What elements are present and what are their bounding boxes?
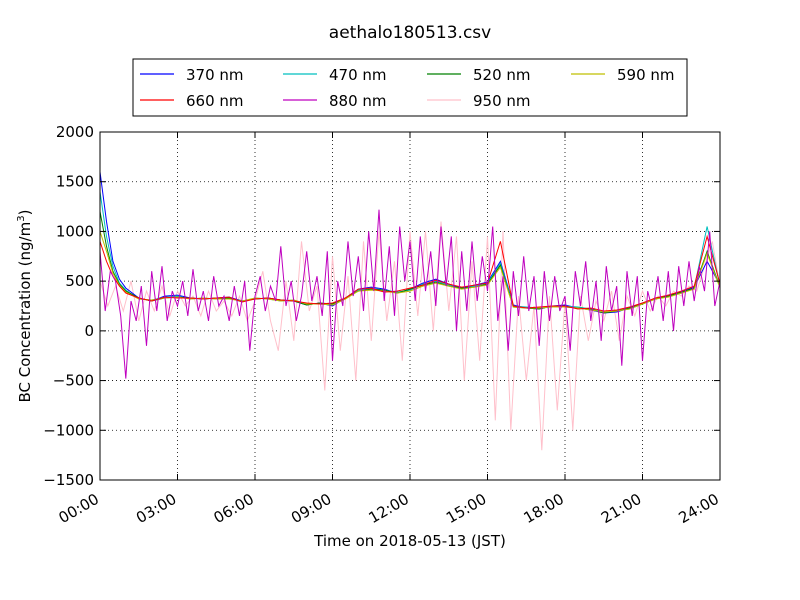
y-tick-label: 0 bbox=[84, 322, 94, 340]
plot-area bbox=[100, 132, 720, 480]
y-axis-label-main: BC Concentration (ng/m bbox=[16, 222, 34, 403]
y-axis-label: BC Concentration (ng/m3) bbox=[16, 210, 34, 403]
y-tick-label: −1500 bbox=[43, 471, 94, 489]
legend-label: 590 nm bbox=[617, 66, 675, 84]
x-axis-label: Time on 2018-05-13 (JST) bbox=[313, 532, 506, 550]
y-tick-label: 500 bbox=[65, 272, 94, 290]
series-line-950-nm bbox=[99, 221, 721, 451]
legend-label: 470 nm bbox=[329, 66, 387, 84]
legend-label: 520 nm bbox=[473, 66, 531, 84]
legend-label: 880 nm bbox=[329, 92, 387, 110]
series-line-660-nm bbox=[99, 234, 721, 312]
y-axis-label-suffix: ) bbox=[16, 210, 34, 216]
legend-label: 660 nm bbox=[186, 92, 244, 110]
y-tick-label: 1500 bbox=[56, 173, 94, 191]
legend-label: 950 nm bbox=[473, 92, 531, 110]
legend-label: 370 nm bbox=[186, 66, 244, 84]
y-tick-label: 1000 bbox=[56, 222, 94, 240]
y-tick-label: 2000 bbox=[56, 123, 94, 141]
y-axis-label-superscript: 3 bbox=[16, 215, 27, 221]
y-tick-label: −1000 bbox=[43, 421, 94, 439]
grid-lines bbox=[100, 132, 720, 480]
legend-box bbox=[132, 58, 688, 117]
series-lines bbox=[99, 171, 721, 451]
series-line-880-nm bbox=[99, 209, 721, 379]
legend: 370 nm 470 nm 520 nm 590 nm 660 nm 880 nm 950 … bbox=[132, 58, 688, 117]
y-axis-ticks: −1500 −1000 −500 0 500 1000 1500 2000 bbox=[43, 123, 720, 489]
chart-title: aethalo180513.csv bbox=[329, 23, 491, 43]
y-tick-label: −500 bbox=[53, 372, 94, 390]
